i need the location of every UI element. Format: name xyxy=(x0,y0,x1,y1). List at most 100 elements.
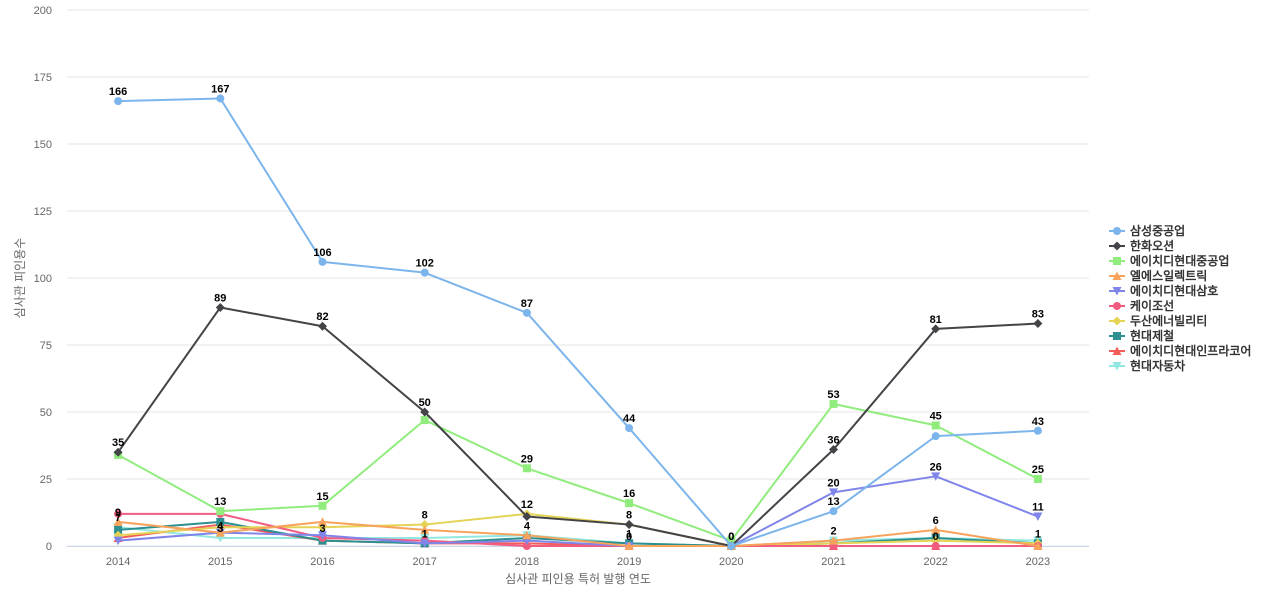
data-point xyxy=(931,472,941,481)
data-label: 1 xyxy=(626,528,632,540)
data-point xyxy=(624,520,634,530)
series-2 xyxy=(113,302,1043,551)
data-label: 12 xyxy=(521,499,533,511)
legend-item[interactable]: 현대자동차 xyxy=(1109,358,1185,373)
data-label: 3 xyxy=(319,523,325,535)
x-tick-label: 2019 xyxy=(617,556,641,568)
data-point xyxy=(420,520,430,530)
legend-item[interactable]: 엘에스일렉트릭 xyxy=(1109,268,1207,283)
y-tick-label: 50 xyxy=(40,407,52,419)
series-line xyxy=(117,520,1039,547)
data-label: 4 xyxy=(524,520,531,532)
x-tick-label: 2020 xyxy=(719,556,743,568)
legend-item[interactable]: 삼성중공업 xyxy=(1109,223,1185,238)
legend-item[interactable]: 한화오션 xyxy=(1109,238,1174,253)
legend-item[interactable]: 에이치디현대인프라코어 xyxy=(1109,343,1251,358)
data-point xyxy=(113,447,123,457)
data-point xyxy=(1033,319,1043,329)
data-point xyxy=(420,525,430,534)
data-label: 106 xyxy=(313,247,331,259)
data-label: 20 xyxy=(827,477,839,489)
data-point xyxy=(625,424,634,433)
x-tick-label: 2015 xyxy=(208,556,232,568)
legend-label: 두산에너빌리티 xyxy=(1130,313,1207,328)
x-tick-label: 2014 xyxy=(106,556,130,568)
data-label: 13 xyxy=(214,496,226,508)
legend[interactable]: 삼성중공업한화오션에이치디현대중공업엘에스일렉트릭에이치디현대삼호케이조선두산에… xyxy=(1109,223,1251,373)
data-label: 8 xyxy=(422,510,428,522)
legend-marker xyxy=(1113,227,1121,235)
legend-label: 에이치디현대삼호 xyxy=(1130,283,1218,298)
data-label: 50 xyxy=(419,397,431,409)
data-label: 166 xyxy=(109,86,127,98)
legend-item[interactable]: 두산에너빌리티 xyxy=(1109,313,1207,328)
data-label: 0 xyxy=(626,531,632,543)
data-point xyxy=(215,528,225,537)
legend-label: 현대자동차 xyxy=(1130,358,1185,373)
data-label: 8 xyxy=(626,510,632,522)
data-label: 25 xyxy=(1032,464,1044,476)
x-tick-label: 2022 xyxy=(923,556,947,568)
legend-item[interactable]: 현대제철 xyxy=(1109,328,1174,343)
y-tick-label: 0 xyxy=(46,541,52,553)
series-line xyxy=(118,475,1039,547)
data-point xyxy=(420,407,430,417)
legend-marker xyxy=(1112,362,1122,371)
data-point xyxy=(318,501,327,510)
legend-label: 현대제철 xyxy=(1130,328,1174,343)
data-label: 2 xyxy=(830,526,836,538)
data-point xyxy=(829,507,838,516)
data-point xyxy=(113,536,123,546)
data-label: 29 xyxy=(521,453,533,465)
data-point xyxy=(1033,512,1043,522)
series-line xyxy=(117,526,1038,547)
legend-item[interactable]: 에이치디현대삼호 xyxy=(1109,283,1218,298)
series-line xyxy=(118,97,1038,547)
data-point xyxy=(931,324,941,334)
y-tick-label: 150 xyxy=(34,139,52,151)
data-label: 83 xyxy=(1032,309,1044,321)
data-label: 9 xyxy=(115,507,121,519)
data-point xyxy=(727,542,736,550)
legend-item[interactable]: 케이조선 xyxy=(1109,298,1174,313)
legend-marker xyxy=(1112,241,1122,251)
data-point xyxy=(829,536,838,545)
data-point xyxy=(931,421,940,430)
data-point xyxy=(625,499,634,508)
data-point xyxy=(318,257,327,266)
legend-label: 에이치디현대인프라코어 xyxy=(1130,343,1251,358)
data-label: 1 xyxy=(422,528,428,540)
data-point xyxy=(216,94,225,103)
data-point xyxy=(420,416,429,425)
data-point xyxy=(318,517,327,526)
data-label: 167 xyxy=(211,83,229,95)
data-label: 89 xyxy=(214,292,226,304)
data-label: 87 xyxy=(521,298,533,310)
data-point xyxy=(216,507,225,516)
data-point xyxy=(1033,426,1042,435)
data-label: 0 xyxy=(728,531,734,543)
data-label: 45 xyxy=(930,410,942,422)
y-tick-label: 75 xyxy=(40,340,52,352)
data-point xyxy=(522,512,532,522)
data-label: 4 xyxy=(217,520,224,532)
data-point xyxy=(420,539,430,548)
data-label: 15 xyxy=(316,491,328,503)
y-axis-title: 심사관 피인용수 xyxy=(13,238,27,319)
data-point xyxy=(829,488,838,497)
legend-item[interactable]: 에이치디현대중공업 xyxy=(1109,253,1229,268)
data-point xyxy=(113,517,123,526)
series-1 xyxy=(114,94,1042,550)
data-point xyxy=(624,541,634,550)
legend-label: 케이조선 xyxy=(1130,298,1174,313)
x-tick-label: 2017 xyxy=(412,556,436,568)
legend-marker xyxy=(1113,302,1121,310)
data-label: 36 xyxy=(827,435,839,447)
data-point xyxy=(931,432,940,441)
data-label: 16 xyxy=(623,488,635,500)
data-point xyxy=(522,308,531,317)
data-label: 0 xyxy=(728,531,734,543)
legend-label: 엘에스일렉트릭 xyxy=(1130,268,1207,283)
data-point xyxy=(216,517,225,526)
series-line xyxy=(117,306,1038,547)
